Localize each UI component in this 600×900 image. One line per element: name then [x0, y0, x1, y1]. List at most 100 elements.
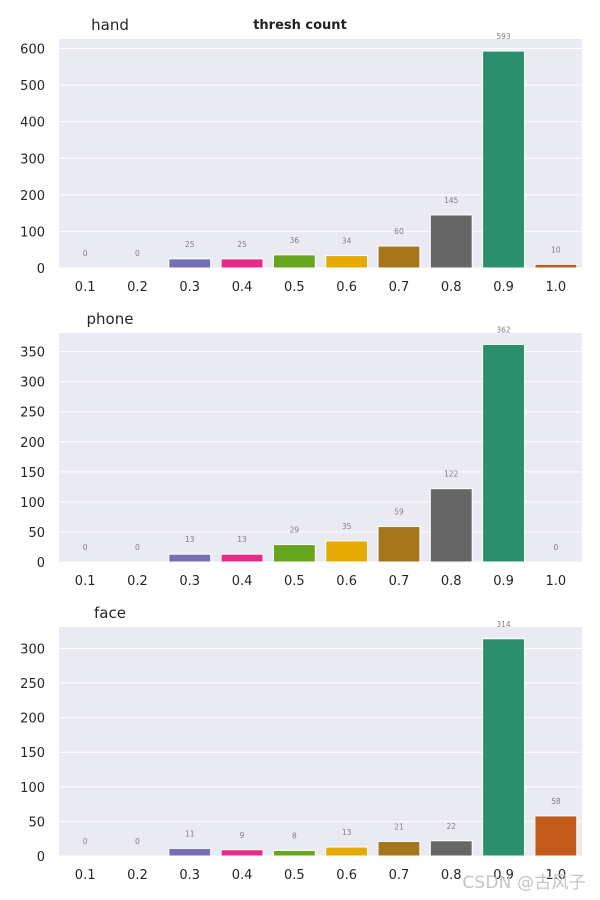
x-tick-label: 0.8 — [441, 280, 462, 295]
bar-0.9 — [482, 343, 525, 563]
x-tick-label: 0.5 — [284, 574, 305, 589]
bar-value-label: 0 — [135, 837, 140, 846]
bar-value-label: 122 — [444, 470, 459, 479]
bar-value-label: 13 — [237, 535, 247, 544]
bar-value-label: 362 — [496, 325, 511, 334]
bar-0.9 — [482, 50, 525, 269]
bar-value-label: 25 — [237, 240, 247, 249]
x-tick-label: 1.0 — [546, 280, 567, 295]
y-tick-label: 100 — [20, 781, 45, 796]
bar-value-label: 0 — [83, 249, 88, 258]
bar-value-label: 9 — [240, 831, 245, 840]
x-tick-label: 0.8 — [441, 574, 462, 589]
y-tick-label: 350 — [20, 346, 45, 361]
bar-value-label: 25 — [185, 240, 195, 249]
x-tick-label: 1.0 — [546, 574, 567, 589]
x-tick-label: 0.6 — [336, 280, 357, 295]
bar-0.3 — [168, 553, 212, 563]
bar-value-label: 36 — [290, 236, 300, 245]
panel-title: phone — [87, 310, 134, 328]
x-tick-label: 0.7 — [389, 280, 410, 295]
x-tick-label: 0.9 — [493, 574, 514, 589]
bar-0.3 — [168, 258, 212, 269]
x-tick-label: 0.5 — [284, 280, 305, 295]
bar-0.8 — [429, 214, 473, 269]
chart-panel-face: 0 50 100 150 200 250 300 0 0.1 0 0.2 11 0.3 9 0.4 8 0.5 1… — [20, 604, 582, 883]
bar-value-label: 59 — [394, 508, 404, 517]
y-tick-label: 50 — [28, 526, 45, 541]
y-tick-label: 200 — [20, 436, 45, 451]
x-tick-label: 0.4 — [232, 280, 253, 295]
bar-0.7 — [377, 840, 421, 857]
y-tick-label: 0 — [37, 556, 45, 571]
y-tick-label: 400 — [20, 116, 45, 131]
x-tick-label: 0.6 — [336, 868, 357, 883]
x-tick-label: 0.2 — [127, 280, 148, 295]
bar-0.6 — [325, 846, 369, 857]
chart-panels: 010020030040050060000.100.2250.3250.4360… — [20, 16, 582, 883]
y-tick-label: 0 — [37, 262, 45, 277]
x-tick-label: 0.3 — [179, 868, 200, 883]
chart-panel-phone: 05010015020025030035000.100.2130.3130.42… — [20, 310, 582, 589]
bar-value-label: 60 — [394, 227, 404, 236]
y-tick-label: 150 — [20, 466, 45, 481]
watermark-text: CSDN @古风子 — [462, 873, 586, 893]
bar-0.3 — [168, 847, 212, 857]
bar-value-label: 145 — [444, 196, 459, 205]
bar-value-label: 34 — [342, 237, 352, 246]
x-tick-label: 0.2 — [127, 868, 148, 883]
y-tick-label: 200 — [20, 189, 45, 204]
x-tick-label: 0.3 — [179, 280, 200, 295]
x-tick-label: 0.3 — [179, 574, 200, 589]
figure-title: thresh count — [253, 18, 347, 33]
bar-0.6 — [325, 255, 369, 269]
bar-value-label: 22 — [446, 822, 456, 831]
x-tick-label: 0.6 — [336, 574, 357, 589]
bar-value-label: 58 — [551, 797, 561, 806]
bar-0.7 — [377, 245, 421, 269]
bar-value-label: 21 — [394, 822, 404, 831]
y-tick-label: 500 — [20, 79, 45, 94]
bar-0.5 — [272, 544, 316, 563]
bar-value-label: 593 — [496, 32, 511, 41]
bar-value-label: 13 — [342, 828, 352, 837]
y-tick-label: 300 — [20, 376, 45, 391]
bar-value-label: 0 — [135, 249, 140, 258]
bar-0.7 — [377, 526, 421, 563]
x-tick-label: 0.1 — [75, 574, 96, 589]
x-tick-label: 1.0 — [546, 868, 567, 883]
chart-panel-hand: 0 100 200 300 400 500 600 0 0.1 0 0.2 25 0.3 25 0.4 36 0… — [20, 16, 582, 295]
bar-value-label: 11 — [185, 829, 195, 838]
bar-0.8 — [429, 840, 473, 857]
y-tick-label: 150 — [20, 746, 45, 761]
x-tick-label: 0.8 — [441, 868, 462, 883]
x-tick-label: 0.4 — [232, 868, 253, 883]
x-tick-label: 0.7 — [389, 868, 410, 883]
y-tick-label: 50 — [28, 815, 45, 830]
x-tick-label: 0.7 — [389, 574, 410, 589]
bar-0.5 — [272, 254, 316, 269]
bar-0.4 — [220, 849, 264, 857]
bar-0.4 — [220, 258, 264, 269]
x-tick-label: 0.1 — [75, 280, 96, 295]
x-tick-label: 0.4 — [232, 574, 253, 589]
x-tick-label: 0.1 — [75, 868, 96, 883]
panel-title: face — [94, 604, 126, 622]
y-tick-label: 100 — [20, 225, 45, 240]
y-tick-label: 0 — [37, 850, 45, 865]
bar-1.0 — [534, 815, 578, 857]
y-tick-label: 300 — [20, 152, 45, 167]
bar-value-label: 0 — [553, 543, 558, 552]
bar-value-label: 314 — [496, 620, 511, 629]
bar-value-label: 10 — [551, 245, 561, 254]
bar-0.4 — [220, 553, 264, 563]
bar-0.6 — [325, 540, 369, 563]
bar-value-label: 0 — [83, 543, 88, 552]
bar-value-label: 29 — [290, 526, 300, 535]
x-tick-label: 0.5 — [284, 868, 305, 883]
bar-0.9 — [482, 638, 525, 857]
x-tick-label: 0.9 — [493, 280, 514, 295]
bar-0.8 — [429, 488, 473, 563]
x-tick-label: 0.9 — [493, 868, 514, 883]
